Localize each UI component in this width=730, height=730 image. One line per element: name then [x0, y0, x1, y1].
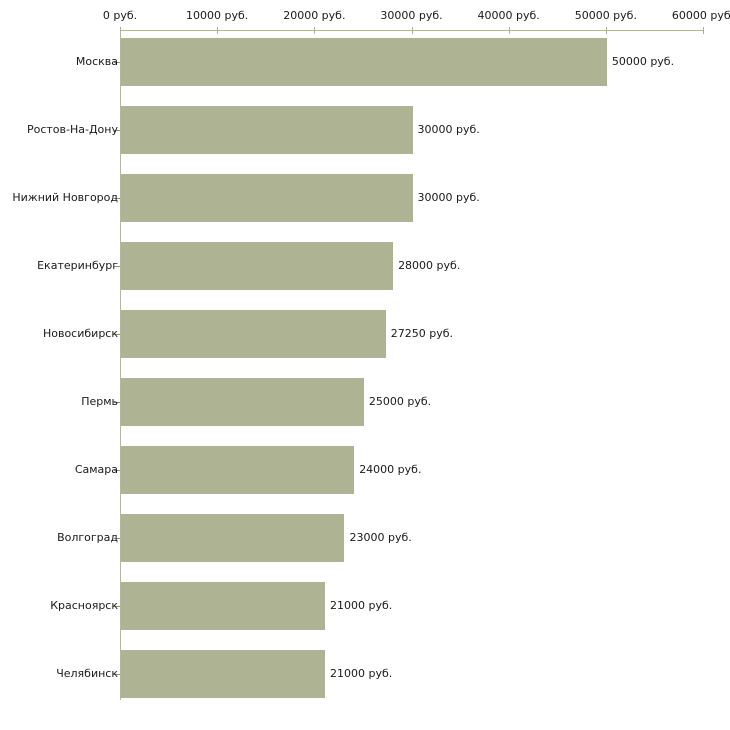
bar[interactable]: [121, 378, 364, 426]
bar[interactable]: [121, 106, 413, 154]
y-axis-tick-mark: [114, 606, 120, 607]
x-axis-tick-mark: [411, 27, 413, 34]
bar-value-label: 27250 руб.: [390, 327, 454, 340]
x-axis-tick-label: 10000 руб.: [186, 9, 249, 22]
bar-value-label: 23000 руб.: [349, 531, 412, 544]
category-label: Красноярск: [50, 599, 118, 612]
bar-value-label: 28000 руб.: [398, 259, 461, 272]
bar-value-label: 30000 руб.: [417, 123, 480, 136]
bar-value-label: 50000 руб.: [611, 55, 675, 68]
y-axis-tick-mark: [114, 334, 120, 335]
category-label: Москва: [75, 55, 118, 68]
x-axis-tick-label: 50000 руб.: [574, 9, 637, 22]
category-label: Нижний Новгород: [12, 191, 118, 204]
bar[interactable]: [121, 310, 386, 358]
category-label: Екатеринбург: [37, 259, 118, 272]
x-axis: 0 руб. 10000 руб. 20000 руб. 30000 руб. 4000…: [0, 0, 730, 36]
x-axis-tick-mark: [217, 27, 219, 34]
bar-value-label: 21000 руб.: [330, 599, 393, 612]
y-axis-tick-mark: [114, 470, 120, 471]
x-axis-tick-label: 0 руб.: [102, 9, 138, 22]
y-axis-tick-mark: [114, 198, 120, 199]
bar-value-label: 30000 руб.: [417, 191, 480, 204]
y-axis-tick-mark: [114, 538, 120, 539]
category-label: Новосибирск: [42, 327, 118, 340]
category-label: Ростов-На-Дону: [26, 123, 118, 136]
y-axis-tick-mark: [114, 62, 120, 63]
x-axis-tick-label: 20000 руб.: [283, 9, 346, 22]
bar-value-label: 21000 руб.: [330, 667, 393, 680]
x-axis-tick-mark: [703, 27, 704, 34]
y-axis-tick-mark: [114, 130, 120, 131]
x-axis-tick-mark: [605, 27, 607, 34]
bar[interactable]: [121, 242, 394, 290]
x-axis-tick-mark: [508, 27, 510, 34]
x-axis-tick-label: 30000 руб.: [380, 9, 443, 22]
bar-value-label: 25000 руб.: [368, 395, 432, 408]
bar[interactable]: [121, 174, 413, 222]
x-axis-tick-label: 60000 руб.: [671, 9, 730, 22]
category-label: Волгоград: [57, 531, 118, 544]
category-label: Пермь: [81, 395, 118, 408]
x-axis-tick-mark: [120, 27, 121, 34]
bar[interactable]: [121, 582, 326, 630]
bar-value-label: 24000 руб.: [359, 463, 422, 476]
y-axis-tick-mark: [114, 674, 120, 675]
category-label: Самара: [74, 463, 118, 476]
y-axis-line: [120, 31, 121, 700]
x-axis-tick-mark: [314, 27, 316, 34]
bar[interactable]: [121, 514, 345, 562]
bar[interactable]: [121, 446, 355, 494]
plot-area: Москва 50000 руб. Ростов-На-Дону 30000 руб.…: [0, 31, 730, 701]
y-axis-tick-mark: [114, 402, 120, 403]
x-axis-tick-label: 40000 руб.: [477, 9, 540, 22]
bar[interactable]: [121, 650, 326, 698]
bar[interactable]: [121, 38, 607, 86]
category-label: Челябинск: [56, 667, 118, 680]
y-axis-tick-mark: [114, 266, 120, 267]
